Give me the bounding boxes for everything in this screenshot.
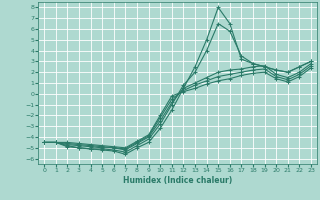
X-axis label: Humidex (Indice chaleur): Humidex (Indice chaleur) [123,176,232,185]
